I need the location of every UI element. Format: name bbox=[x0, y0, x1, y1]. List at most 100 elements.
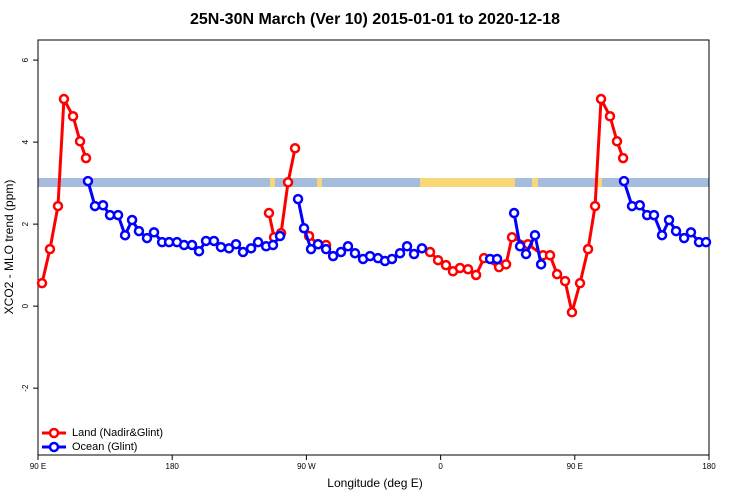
point bbox=[470, 269, 482, 281]
point bbox=[454, 262, 466, 274]
point bbox=[126, 214, 138, 226]
point bbox=[312, 238, 324, 250]
point bbox=[274, 230, 286, 242]
point bbox=[656, 229, 668, 241]
point bbox=[292, 193, 304, 205]
point bbox=[97, 200, 109, 211]
point bbox=[506, 231, 518, 243]
point bbox=[648, 209, 660, 221]
point bbox=[500, 259, 512, 270]
point bbox=[36, 277, 48, 289]
point bbox=[327, 250, 339, 262]
point bbox=[58, 93, 70, 105]
point bbox=[282, 177, 294, 188]
point bbox=[80, 152, 92, 164]
point bbox=[252, 236, 264, 248]
point bbox=[245, 243, 257, 254]
point bbox=[634, 200, 646, 211]
point bbox=[104, 209, 116, 221]
point bbox=[574, 277, 586, 289]
point bbox=[618, 175, 630, 187]
point bbox=[67, 111, 79, 122]
x-tick-label: 90 E bbox=[30, 462, 46, 471]
point bbox=[408, 248, 420, 260]
point bbox=[678, 232, 690, 244]
y-tick-label: 0 bbox=[21, 303, 30, 308]
point bbox=[551, 268, 563, 280]
point bbox=[267, 239, 279, 251]
point bbox=[611, 136, 623, 147]
point bbox=[82, 175, 94, 187]
point bbox=[582, 243, 594, 255]
point bbox=[215, 241, 227, 253]
point bbox=[589, 200, 601, 212]
point bbox=[305, 243, 317, 255]
point bbox=[119, 229, 131, 241]
point bbox=[52, 200, 64, 212]
legend-marker bbox=[48, 441, 60, 453]
legend-label: Ocean (Glint) bbox=[72, 441, 137, 453]
x-tick-label: 90 W bbox=[297, 462, 316, 471]
y-tick-label: -2 bbox=[21, 384, 30, 392]
legend-marker bbox=[48, 427, 60, 439]
y-axis-label: XCO2 - MLO trend (ppm) bbox=[2, 180, 16, 315]
point bbox=[193, 245, 205, 257]
point bbox=[508, 207, 520, 219]
chart-title: 25N-30N March (Ver 10) 2015-01-01 to 202… bbox=[190, 11, 560, 28]
point bbox=[320, 243, 332, 255]
point bbox=[416, 243, 428, 254]
point bbox=[386, 253, 398, 265]
point bbox=[604, 111, 616, 122]
point bbox=[566, 307, 578, 318]
point bbox=[535, 259, 547, 270]
point bbox=[544, 250, 556, 261]
point bbox=[700, 236, 712, 248]
point bbox=[263, 207, 275, 219]
plot-frame bbox=[37, 39, 710, 456]
point bbox=[349, 247, 361, 259]
point bbox=[186, 239, 198, 251]
point bbox=[208, 235, 220, 247]
land-band bbox=[532, 178, 538, 187]
point bbox=[520, 248, 532, 260]
y-tick-label: 4 bbox=[21, 139, 30, 144]
land-band bbox=[420, 178, 515, 187]
point bbox=[462, 263, 474, 275]
point bbox=[559, 275, 571, 287]
land-band bbox=[317, 178, 322, 187]
series-line bbox=[40, 93, 625, 313]
point bbox=[491, 253, 503, 265]
point bbox=[432, 254, 444, 266]
x-tick-label: 180 bbox=[166, 462, 180, 471]
point bbox=[514, 241, 526, 252]
point bbox=[394, 247, 406, 259]
y-tick-label: 2 bbox=[21, 221, 30, 226]
point bbox=[529, 229, 541, 241]
point bbox=[401, 241, 413, 252]
point bbox=[595, 93, 607, 105]
legend-label: Land (Nadir&Glint) bbox=[72, 427, 163, 439]
point bbox=[89, 200, 101, 212]
point bbox=[617, 152, 629, 164]
point bbox=[148, 227, 160, 238]
point bbox=[44, 243, 56, 255]
point bbox=[289, 143, 301, 154]
land-mask-band bbox=[38, 178, 709, 187]
point bbox=[335, 246, 347, 258]
point bbox=[342, 241, 354, 252]
point bbox=[74, 136, 86, 147]
point bbox=[670, 225, 682, 237]
point bbox=[112, 209, 124, 221]
x-tick-label: 180 bbox=[702, 462, 716, 471]
point bbox=[663, 214, 675, 226]
point bbox=[141, 232, 153, 244]
ocean-band bbox=[38, 178, 709, 187]
point bbox=[440, 259, 452, 271]
y-tick-label: 6 bbox=[21, 57, 30, 62]
x-axis-label: Longitude (deg E) bbox=[327, 476, 422, 490]
x-tick-label: 90 E bbox=[567, 462, 583, 471]
point bbox=[230, 238, 242, 250]
point bbox=[685, 227, 697, 238]
point bbox=[424, 246, 436, 258]
